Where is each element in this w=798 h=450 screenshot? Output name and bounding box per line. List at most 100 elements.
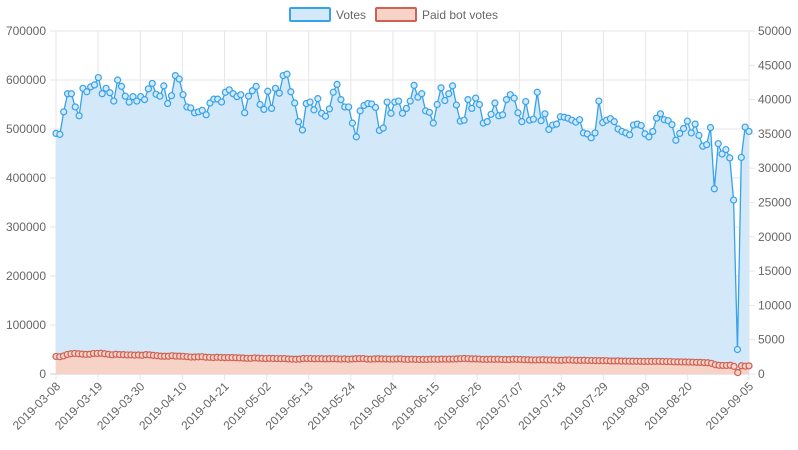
votes-point[interactable] [348,119,357,127]
votes-point[interactable] [729,196,738,204]
votes-point[interactable] [202,111,210,119]
votes-point[interactable] [672,136,680,144]
votes-point[interactable] [518,118,526,126]
votes-point[interactable] [652,114,661,122]
votes-point[interactable] [733,345,742,354]
votes-point[interactable] [395,97,403,105]
votes-point[interactable] [437,84,445,92]
paid-bot-votes-point[interactable] [745,362,753,370]
votes-point[interactable] [468,104,476,113]
paid-bot-votes-point[interactable] [734,369,742,377]
votes-point[interactable] [248,87,256,95]
votes-point[interactable] [656,110,665,118]
votes-point[interactable] [268,104,276,113]
votes-point[interactable] [472,94,480,102]
legend-label-paid-bot-votes[interactable]: Paid bot votes [422,8,498,22]
votes-point[interactable] [314,95,322,103]
votes-point[interactable] [60,108,68,116]
votes-point[interactable] [329,88,337,96]
votes-point[interactable] [110,97,118,105]
votes-point[interactable] [294,118,303,126]
votes-point[interactable] [679,124,688,133]
votes-point[interactable] [379,124,387,132]
votes-point[interactable] [237,91,245,99]
votes-point[interactable] [475,100,484,109]
votes-point[interactable] [371,103,380,112]
votes-point[interactable] [113,76,122,84]
votes-point[interactable] [167,92,176,100]
votes-point[interactable] [418,90,426,98]
votes-point[interactable] [310,106,318,114]
votes-point[interactable] [75,112,83,120]
votes-point[interactable] [133,97,141,105]
votes-point[interactable] [98,90,106,98]
votes-point[interactable] [522,97,530,106]
votes-point[interactable] [345,103,353,111]
votes-point[interactable] [129,93,137,101]
votes-point[interactable] [683,117,692,125]
votes-point[interactable] [595,97,603,105]
votes-point[interactable] [287,88,295,96]
votes-point[interactable] [460,116,468,124]
votes-point[interactable] [445,90,453,98]
votes-point[interactable] [541,110,549,118]
votes-point[interactable] [510,94,518,102]
votes-point[interactable] [687,129,695,137]
votes-point[interactable] [552,120,561,128]
votes-point[interactable] [610,118,618,126]
votes-point[interactable] [106,89,114,97]
legend-label-votes[interactable]: Votes [336,8,366,22]
votes-point[interactable] [406,97,414,105]
votes-point[interactable] [448,82,457,90]
votes-point[interactable] [121,92,129,100]
votes-point[interactable] [452,101,460,109]
votes-point[interactable] [56,130,64,138]
votes-point[interactable] [90,81,99,89]
votes-point[interactable] [148,79,156,88]
votes-point[interactable] [102,84,110,92]
votes-point[interactable] [140,95,149,104]
votes-point[interactable] [67,90,76,98]
votes-point[interactable] [298,126,306,134]
votes-point[interactable] [283,70,291,78]
votes-point[interactable] [71,103,79,111]
votes-point[interactable] [383,98,391,106]
legend-swatch-votes[interactable] [289,7,331,22]
votes-point[interactable] [499,111,507,119]
votes-point[interactable] [745,127,753,136]
votes-point[interactable] [575,116,584,124]
votes-point[interactable] [537,117,545,125]
votes-point[interactable] [244,92,253,100]
votes-point[interactable] [722,145,730,154]
votes-point[interactable] [179,91,187,99]
paid-bot-votes-point[interactable] [730,362,738,370]
votes-point[interactable] [271,84,280,92]
votes-point[interactable] [241,109,249,117]
votes-point[interactable] [256,100,264,109]
votes-point[interactable] [433,100,441,109]
votes-point[interactable] [321,112,330,120]
votes-point[interactable] [387,109,395,117]
votes-point[interactable] [668,120,676,129]
votes-point[interactable] [529,115,538,123]
votes-point[interactable] [144,85,152,93]
votes-point[interactable] [356,107,364,115]
votes-point[interactable] [502,95,511,104]
votes-point[interactable] [175,75,183,83]
votes-point[interactable] [487,110,495,118]
votes-point[interactable] [260,105,268,114]
votes-point[interactable] [491,99,499,107]
votes-point[interactable] [706,123,715,132]
votes-point[interactable] [695,131,703,139]
votes-point[interactable] [645,133,653,141]
votes-point[interactable] [587,134,595,142]
votes-point[interactable] [306,98,314,106]
votes-point[interactable] [83,88,91,96]
votes-point[interactable] [291,99,299,107]
votes-point[interactable] [352,133,360,141]
votes-point[interactable] [703,141,711,149]
votes-point[interactable] [164,99,172,108]
votes-point[interactable] [402,104,410,113]
votes-point[interactable] [94,73,102,82]
votes-point[interactable] [252,82,260,90]
